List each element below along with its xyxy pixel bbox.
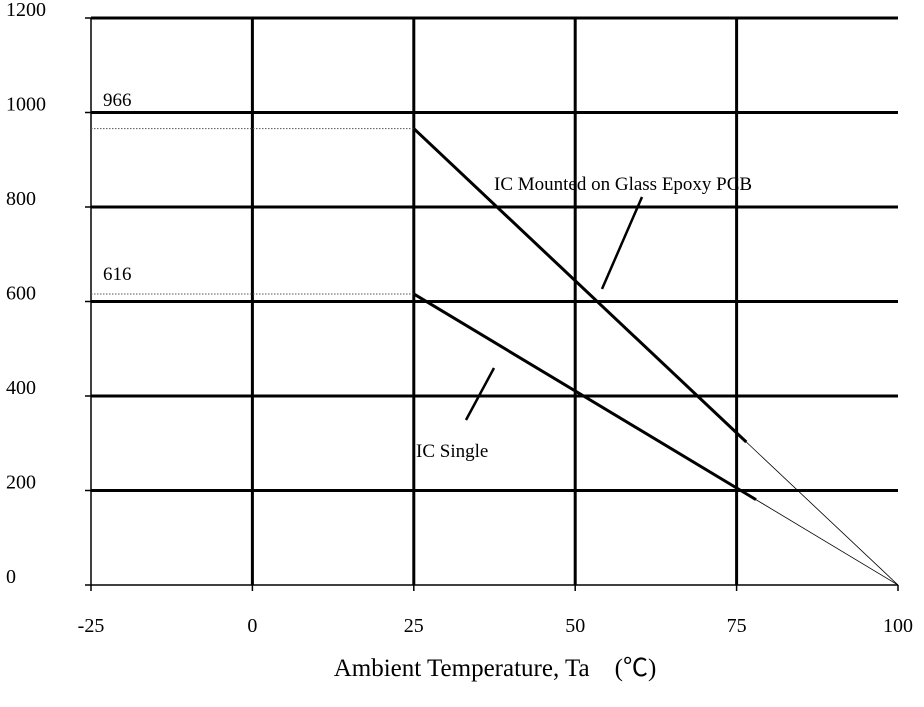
x-tick-label: 100 xyxy=(883,615,913,637)
x-axis-label: Ambient Temperature, Ta (℃) xyxy=(334,655,657,682)
annotation-pcb-pointer xyxy=(600,196,644,290)
y-tick-label: 0 xyxy=(6,566,16,588)
series-lines xyxy=(412,127,899,586)
annotation-pcb-label: IC Mounted on Glass Epoxy PCB xyxy=(494,174,752,195)
annotation-single-pointer xyxy=(464,367,496,421)
annotation-616: 616 xyxy=(103,264,132,285)
x-tick-label: 25 xyxy=(404,615,424,637)
x-tick-label: -25 xyxy=(78,615,105,637)
y-tick-label: 600 xyxy=(6,283,36,305)
x-tick-label: 75 xyxy=(727,615,747,637)
y-tick-label: 200 xyxy=(6,472,36,494)
axes xyxy=(85,17,899,591)
x-tick-label: 0 xyxy=(247,615,257,637)
y-tick-label: 400 xyxy=(6,377,36,399)
grid-lines xyxy=(91,16,898,585)
series-line xyxy=(413,292,757,501)
y-tick-label: 800 xyxy=(6,188,36,210)
annotation-966: 966 xyxy=(103,90,132,111)
x-tick-label: 50 xyxy=(565,615,585,637)
annotation-single-label: IC Single xyxy=(416,441,488,462)
y-tick-label: 1000 xyxy=(6,94,46,116)
y-tick-label: 1200 xyxy=(6,0,46,21)
series-line xyxy=(412,127,748,444)
annotations: 966 616 IC Mounted on Glass Epoxy PCB IC Si… xyxy=(103,90,752,462)
